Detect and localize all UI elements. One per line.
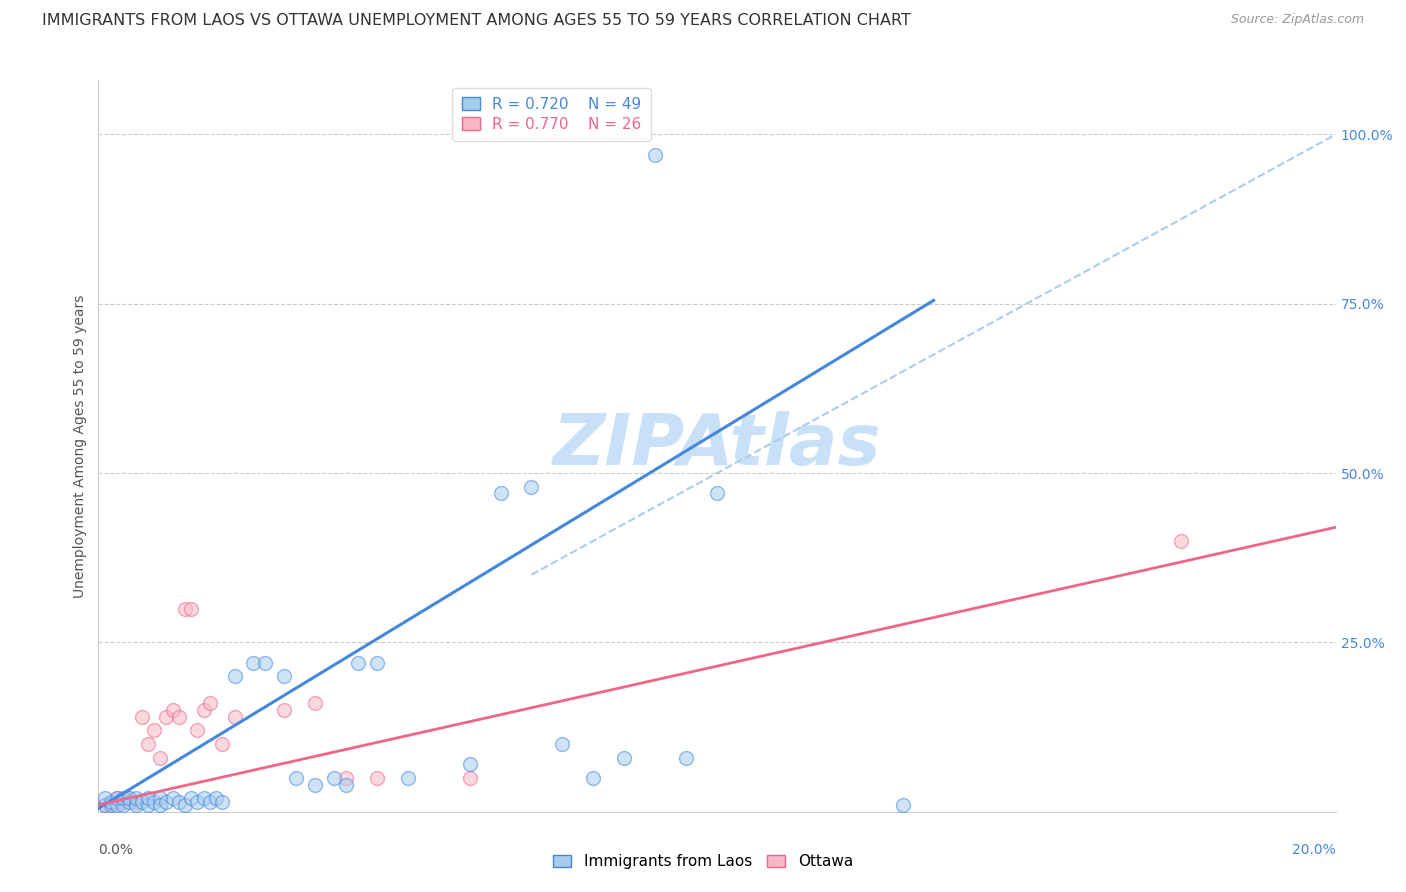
Point (582, 771, 605, 785)
Point (458, 757, 481, 772)
Point (273, 669, 295, 683)
Point (180, 601, 202, 615)
Point (285, 771, 308, 785)
Point (891, 797, 914, 812)
Point (105, 791, 128, 805)
Point (124, 795, 146, 809)
Point (174, 601, 197, 615)
Point (105, 797, 128, 812)
Point (149, 791, 172, 805)
Point (304, 778, 326, 792)
Point (167, 795, 190, 809)
Legend: Immigrants from Laos, Ottawa: Immigrants from Laos, Ottawa (547, 848, 859, 875)
Point (335, 778, 357, 792)
Point (186, 723, 208, 738)
Point (254, 656, 277, 670)
Point (551, 737, 574, 751)
Text: Source: ZipAtlas.com: Source: ZipAtlas.com (1230, 13, 1364, 27)
Point (347, 656, 370, 670)
Point (198, 697, 221, 711)
Point (149, 797, 172, 812)
Point (675, 750, 697, 764)
Point (167, 710, 190, 724)
Point (155, 795, 177, 809)
Point (193, 791, 215, 805)
Point (198, 795, 221, 809)
Point (644, 148, 666, 162)
Point (93, 797, 115, 812)
Point (143, 723, 166, 738)
Point (149, 750, 172, 764)
Point (136, 737, 159, 751)
Point (93, 791, 115, 805)
Point (613, 750, 636, 764)
Point (396, 771, 419, 785)
Text: ZIPAtlas: ZIPAtlas (553, 411, 882, 481)
Point (335, 771, 357, 785)
Point (322, 771, 344, 785)
Text: 0.0%: 0.0% (98, 843, 134, 857)
Point (131, 710, 153, 724)
Point (520, 480, 543, 494)
Legend: R = 0.720    N = 49, R = 0.770    N = 26: R = 0.720 N = 49, R = 0.770 N = 26 (453, 88, 651, 141)
Point (489, 486, 512, 500)
Point (118, 795, 141, 809)
Point (211, 737, 233, 751)
Point (112, 795, 135, 809)
Point (366, 771, 388, 785)
Point (155, 710, 177, 724)
Point (162, 703, 184, 717)
Point (118, 791, 141, 805)
Point (458, 771, 481, 785)
Point (224, 669, 246, 683)
Y-axis label: Unemployment Among Ages 55 to 59 years: Unemployment Among Ages 55 to 59 years (73, 294, 87, 598)
Point (136, 791, 159, 805)
Point (118, 791, 141, 805)
Point (186, 795, 208, 809)
Point (205, 791, 228, 805)
Point (112, 791, 135, 805)
Point (211, 795, 233, 809)
Point (112, 797, 135, 812)
Point (93, 797, 115, 812)
Point (180, 791, 202, 805)
Point (304, 697, 326, 711)
Point (105, 791, 128, 805)
Point (273, 703, 295, 717)
Point (162, 791, 184, 805)
Point (224, 710, 246, 724)
Point (124, 791, 146, 805)
Text: IMMIGRANTS FROM LAOS VS OTTAWA UNEMPLOYMENT AMONG AGES 55 TO 59 YEARS CORRELATIO: IMMIGRANTS FROM LAOS VS OTTAWA UNEMPLOYM… (42, 13, 911, 29)
Point (100, 797, 122, 812)
Point (1170, 533, 1192, 548)
Point (136, 797, 159, 812)
Point (174, 797, 197, 812)
Point (100, 795, 122, 809)
Point (242, 656, 264, 670)
Text: 20.0%: 20.0% (1292, 843, 1336, 857)
Point (131, 795, 153, 809)
Point (706, 486, 728, 500)
Point (193, 703, 215, 717)
Point (143, 795, 166, 809)
Point (124, 797, 146, 812)
Point (366, 656, 388, 670)
Point (100, 797, 122, 812)
